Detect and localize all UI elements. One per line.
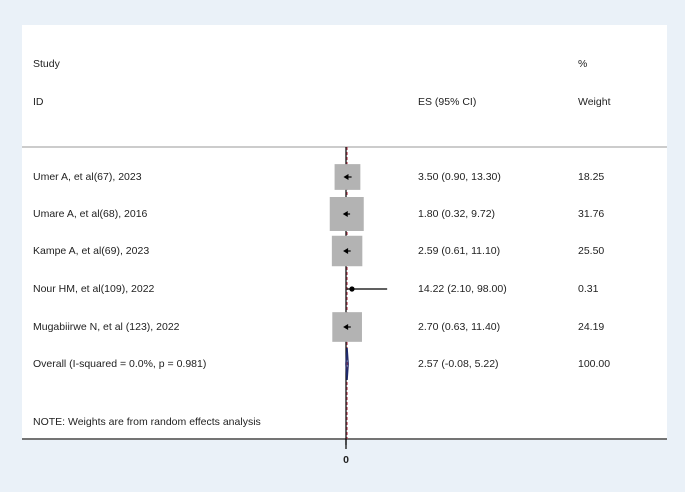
point-estimate-marker: [343, 324, 349, 330]
header-es-ci: ES (95% CI): [418, 96, 476, 108]
point-estimate-dot: [349, 286, 355, 292]
note-text: NOTE: Weights are from random effects an…: [33, 416, 261, 428]
weight-value: 18.25: [578, 171, 604, 183]
point-estimate-marker: [343, 248, 349, 254]
study-label: Kampe A, et al(69), 2023: [33, 245, 149, 257]
study-label: Nour HM, et al(109), 2022: [33, 283, 155, 295]
forest-plot: Study ID ES (95% CI) % Weight Umer A, et…: [22, 58, 667, 466]
point-estimate-marker: [343, 174, 349, 180]
overall-label: Overall (I-squared = 0.0%, p = 0.981): [33, 358, 206, 370]
header-id: ID: [33, 96, 44, 108]
point-estimate-marker: [342, 211, 348, 217]
study-label: Umare A, et al(68), 2016: [33, 208, 148, 220]
study-label: Mugabiirwe N, et al (123), 2022: [33, 321, 180, 333]
header-weight: Weight: [578, 96, 611, 108]
es-ci-value: 1.80 (0.32, 9.72): [418, 208, 495, 220]
plot-marks: [329, 164, 388, 381]
study-label: Umer A, et al(67), 2023: [33, 171, 142, 183]
weight-value: 25.50: [578, 245, 604, 257]
plot-panel: Study ID ES (95% CI) % Weight Umer A, et…: [22, 25, 667, 466]
overall-diamond: [345, 347, 349, 381]
x-tick-label: 0: [343, 454, 349, 466]
es-ci-value: 3.50 (0.90, 13.30): [418, 171, 501, 183]
es-ci-value: 14.22 (2.10, 98.00): [418, 283, 507, 295]
overall-es-ci-value: 2.57 (-0.08, 5.22): [418, 358, 499, 370]
weight-value: 0.31: [578, 283, 599, 295]
weight-value: 31.76: [578, 208, 604, 220]
header-study: Study: [33, 58, 61, 70]
overall-weight-value: 100.00: [578, 358, 610, 370]
es-ci-value: 2.59 (0.61, 11.10): [418, 245, 500, 257]
header-percent: %: [578, 58, 587, 70]
es-ci-value: 2.70 (0.63, 11.40): [418, 321, 500, 333]
weight-value: 24.19: [578, 321, 604, 333]
